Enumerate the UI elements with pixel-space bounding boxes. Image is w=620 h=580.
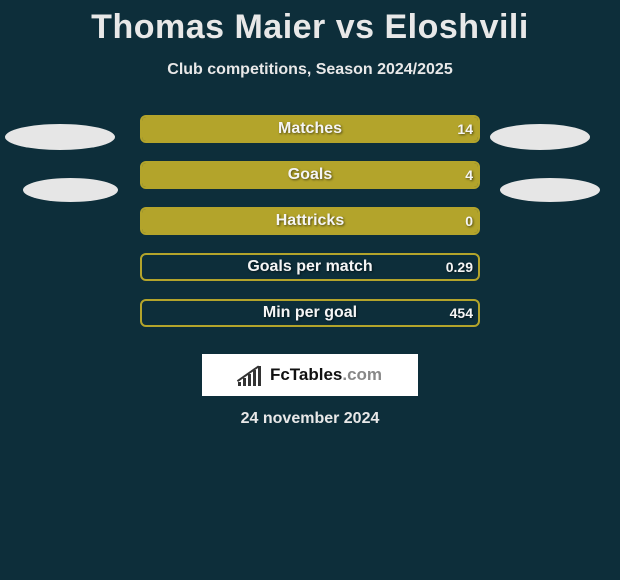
stat-value-right: 454 bbox=[450, 299, 473, 327]
bar-fill-left bbox=[142, 117, 478, 141]
logo-text-main: FcTables bbox=[270, 365, 342, 384]
bar-track bbox=[140, 207, 480, 235]
decorative-ellipse bbox=[490, 124, 590, 150]
bar-fill-left bbox=[142, 163, 478, 187]
logo-bar bbox=[238, 382, 241, 386]
decorative-ellipse bbox=[500, 178, 600, 202]
logo-bar bbox=[248, 374, 251, 386]
bar-track bbox=[140, 253, 480, 281]
stat-value-right: 14 bbox=[457, 115, 473, 143]
stat-row: Hattricks0 bbox=[0, 207, 620, 235]
stat-row: Min per goal454 bbox=[0, 299, 620, 327]
logo-bar bbox=[243, 378, 246, 386]
stat-value-right: 4 bbox=[465, 161, 473, 189]
logo-text: FcTables.com bbox=[270, 365, 382, 385]
logo-bar bbox=[253, 370, 256, 386]
logo-bar bbox=[258, 366, 261, 386]
page-subtitle: Club competitions, Season 2024/2025 bbox=[0, 61, 620, 79]
bar-track bbox=[140, 115, 480, 143]
page-root: Thomas Maier vs Eloshvili Club competiti… bbox=[0, 0, 620, 580]
bar-track bbox=[140, 299, 480, 327]
stat-row: Goals per match0.29 bbox=[0, 253, 620, 281]
footer-date: 24 november 2024 bbox=[0, 410, 620, 428]
stat-value-right: 0.29 bbox=[446, 253, 473, 281]
logo-text-suffix: .com bbox=[342, 365, 382, 384]
page-title: Thomas Maier vs Eloshvili bbox=[0, 0, 620, 47]
decorative-ellipse bbox=[23, 178, 118, 202]
stat-value-right: 0 bbox=[465, 207, 473, 235]
fctables-logo: FcTables.com bbox=[202, 354, 418, 396]
bar-fill-left bbox=[142, 209, 478, 233]
bar-chart-icon bbox=[238, 364, 264, 386]
decorative-ellipse bbox=[5, 124, 115, 150]
bar-track bbox=[140, 161, 480, 189]
